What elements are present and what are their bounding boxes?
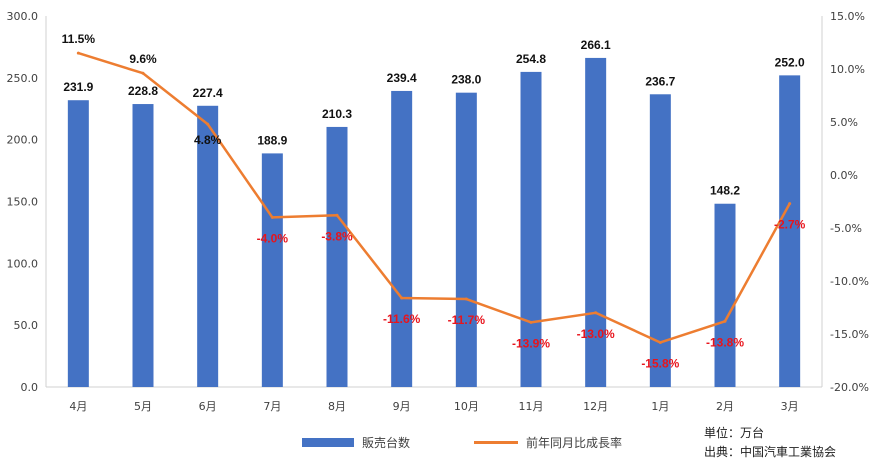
source-note: 出典：中国汽車工業協会 (704, 445, 837, 459)
bar (391, 90, 413, 387)
x-tick-label: 4月 (69, 400, 87, 413)
growth-point (335, 213, 339, 217)
growth-value-label: 11.5% (62, 32, 96, 46)
bar (67, 100, 89, 387)
line-series (76, 51, 792, 344)
bar (649, 94, 671, 387)
y-left-tick-label: 50.0 (14, 319, 39, 332)
bar-value-label: 266.1 (581, 38, 611, 52)
bar-value-label: 228.8 (128, 84, 158, 98)
growth-point (529, 320, 533, 324)
growth-point (270, 215, 274, 219)
bar-value-label: 227.4 (193, 86, 223, 100)
growth-point (141, 71, 145, 75)
growth-value-label: -4.0% (257, 231, 289, 245)
bar-value-label: 236.7 (645, 74, 675, 88)
growth-value-label: -2.7% (774, 218, 806, 232)
bar (779, 75, 801, 388)
growth-value-label: -11.7% (448, 313, 486, 327)
growth-point (400, 296, 404, 300)
unit-note: 単位：万台 (704, 426, 765, 440)
growth-value-label: -13.9% (512, 336, 550, 350)
growth-line (77, 51, 791, 344)
growth-point (788, 202, 792, 206)
bar-value-label: 238.0 (451, 73, 481, 87)
bar (132, 104, 154, 388)
growth-value-label: 4.8% (194, 133, 222, 147)
legend-bar-swatch (302, 438, 354, 447)
y-right-tick-label: -20.0% (830, 381, 869, 394)
x-tick-label: 12月 (583, 400, 608, 413)
axes: 0.0 50.0 100.0 150.0 200.0 250.0 300.0 -20.0% -1… (7, 10, 869, 413)
x-tick-label: 3月 (781, 400, 799, 413)
bar (520, 71, 542, 387)
growth-value-label: -3.8% (321, 229, 353, 243)
legend: 販売台数 前年同月比成長率 (302, 434, 622, 451)
growth-point (76, 51, 80, 55)
y-right-tick-label: 5.0% (830, 116, 858, 129)
x-tick-label: 7月 (263, 400, 281, 413)
bar-value-label: 231.9 (63, 80, 93, 94)
y-left-tick-label: 200.0 (7, 134, 39, 147)
growth-value-label: 9.6% (129, 52, 157, 66)
growth-value-label: -13.8% (706, 335, 744, 349)
growth-point (723, 319, 727, 323)
x-tick-label: 10月 (454, 400, 479, 413)
legend-line-swatch (474, 441, 519, 444)
legend-bar-label: 販売台数 (362, 436, 411, 450)
x-tick-label: 6月 (199, 400, 217, 413)
x-tick-label: 8月 (328, 400, 346, 413)
growth-point (658, 340, 662, 344)
growth-point (206, 122, 210, 126)
y-right-tick-label: -15.0% (830, 328, 869, 341)
y-right-tick-label: 0.0% (830, 169, 858, 182)
y-right-tick-label: 10.0% (830, 63, 865, 76)
y-left-tick-label: 250.0 (7, 72, 39, 85)
bar-value-label: 188.9 (257, 133, 287, 147)
growth-value-label: -15.8% (641, 356, 679, 370)
y-left-tick-label: 100.0 (7, 257, 39, 270)
growth-point (594, 311, 598, 315)
x-tick-label: 1月 (651, 400, 669, 413)
y-left-tick-label: 150.0 (7, 196, 39, 209)
x-tick-label: 9月 (393, 400, 411, 413)
bar (455, 92, 477, 387)
y-right-tick-label: 15.0% (830, 10, 865, 23)
growth-value-label: -13.0% (577, 327, 615, 341)
bar (326, 126, 348, 387)
x-tick-label: 5月 (134, 400, 152, 413)
bar-value-label: 252.0 (775, 55, 805, 69)
bar (197, 105, 219, 388)
bar-value-label: 239.4 (387, 71, 417, 85)
y-left-tick-label: 300.0 (7, 10, 39, 23)
bar-value-label: 148.2 (710, 184, 740, 198)
x-tick-label: 11月 (519, 400, 544, 413)
bar (714, 203, 736, 387)
bar-value-label: 210.3 (322, 107, 352, 121)
bar-value-label: 254.8 (516, 52, 546, 66)
growth-value-label: -11.6% (383, 312, 421, 326)
legend-line-label: 前年同月比成長率 (526, 436, 623, 450)
y-left-tick-label: 0.0 (21, 381, 39, 394)
x-tick-label: 2月 (716, 400, 734, 413)
y-right-tick-label: -10.0% (830, 275, 869, 288)
bar-series (67, 57, 801, 388)
bar (585, 57, 607, 387)
growth-point (464, 297, 468, 301)
y-right-tick-label: -5.0% (830, 222, 862, 235)
data-labels: 231.9 228.8 227.4 188.9 210.3 239.4 238.0 254.8… (62, 32, 806, 370)
bar (261, 153, 283, 387)
